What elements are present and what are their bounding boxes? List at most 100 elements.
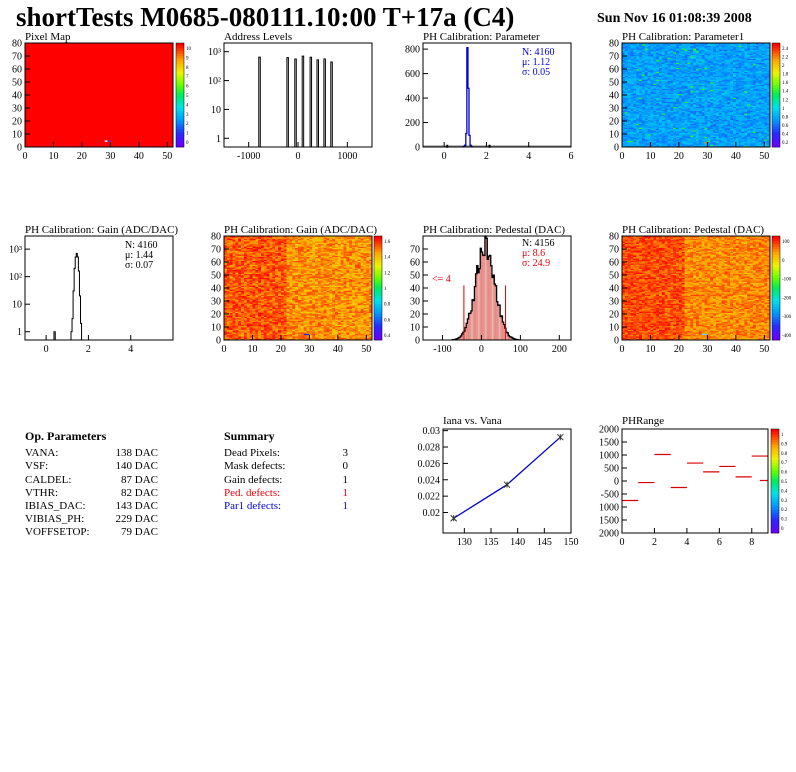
heatmap-cell [713, 131, 717, 133]
heatmap-cell [678, 113, 683, 115]
heatmap-cell [241, 329, 245, 332]
heatmap-cell [767, 83, 771, 85]
heatmap-cell [624, 111, 628, 114]
heatmap-cell [667, 59, 671, 62]
heatmap-cell [678, 106, 683, 109]
heatmap-cell [701, 92, 705, 94]
heatmap-cell [730, 44, 734, 46]
heatmap-cell [707, 84, 711, 87]
heatmap-cell [681, 108, 685, 110]
heatmap-cell [727, 118, 731, 120]
heatmap-cell [661, 134, 665, 136]
heatmap-cell [710, 106, 714, 109]
heatmap-cell [641, 78, 646, 80]
heatmap-cell [733, 89, 737, 92]
heatmap-cell [630, 121, 634, 123]
heatmap-cell [696, 118, 700, 120]
heatmap-cell [764, 72, 768, 75]
y-tick-label: 10² [9, 272, 22, 283]
heatmap-cell [764, 95, 768, 97]
heatmap-cell [630, 141, 634, 144]
heatmap-cell [224, 269, 228, 272]
heatmap-cell [676, 88, 680, 91]
heatmap-cell [733, 117, 737, 119]
heatmap-cell [229, 307, 233, 310]
heatmap-cell [627, 43, 631, 45]
heatmap-cell [721, 43, 725, 45]
heatmap-cell [647, 44, 651, 46]
heatmap-cell [229, 328, 233, 330]
heatmap-cell [238, 236, 242, 238]
heatmap-cell [750, 128, 754, 131]
heatmap-cell [715, 84, 720, 87]
heatmap-cell [733, 45, 737, 48]
heatmap-cell [676, 50, 680, 53]
heatmap-cell [670, 82, 674, 84]
heatmap-cell [226, 255, 230, 258]
heatmap-cell [630, 50, 634, 53]
heatmap-cell [687, 92, 691, 94]
heatmap-cell [238, 312, 242, 315]
heatmap-cell [744, 134, 748, 136]
heatmap-cell [687, 84, 691, 87]
heatmap-cell [752, 66, 757, 68]
heatmap-cell [664, 48, 668, 50]
heatmap-cell [724, 88, 728, 91]
heatmap-cell [633, 134, 637, 136]
heatmap-cell [752, 71, 757, 74]
heatmap-cell [224, 265, 228, 268]
chart-title: PH Calibration: Parameter1 [622, 31, 744, 43]
heatmap-cell [678, 85, 683, 88]
heatmap-cell [715, 65, 720, 67]
heatmap-cell [670, 59, 674, 62]
heatmap-cell [701, 61, 705, 63]
heatmap-cell [650, 67, 654, 70]
heatmap-cell [741, 79, 745, 81]
heatmap-cell [750, 117, 754, 119]
heatmap-cell [647, 141, 651, 144]
heatmap-cell [735, 91, 739, 93]
heatmap-cell [667, 80, 671, 83]
heatmap-cell [698, 100, 702, 102]
heatmap-cell [741, 50, 745, 53]
heatmap-cell [664, 108, 668, 110]
heatmap-cell [644, 74, 648, 76]
heatmap-cell [707, 58, 711, 61]
y-tick-label: 10³ [9, 245, 22, 256]
palette-cell [176, 141, 184, 145]
heatmap-cell [767, 84, 771, 87]
heatmap-cell [713, 141, 717, 144]
heatmap-cell [644, 121, 648, 123]
heatmap-cell [755, 128, 759, 131]
heatmap-cell [647, 72, 651, 75]
heatmap-cell [727, 74, 731, 76]
heatmap-cell [650, 102, 654, 105]
heatmap-cell [670, 50, 674, 53]
heatmap-cell [718, 53, 722, 55]
heatmap-cell [755, 49, 759, 52]
heatmap-cell [229, 277, 233, 280]
heatmap-cell [681, 53, 685, 55]
heatmap-cell [678, 105, 683, 107]
heatmap-cell [656, 75, 660, 78]
heatmap-cell [707, 109, 711, 111]
heatmap-cell [764, 117, 768, 119]
heatmap-cell [761, 71, 765, 74]
heatmap-cell [735, 134, 739, 136]
heatmap-cell [710, 136, 714, 139]
heatmap-cell [229, 334, 233, 337]
heatmap-cell [229, 278, 233, 281]
heatmap-cell [229, 238, 233, 241]
heatmap-cell [633, 135, 637, 137]
heatmap-cell [721, 134, 725, 136]
heatmap-cell [704, 117, 708, 119]
heatmap-cell [730, 67, 734, 70]
heatmap-cell [659, 63, 663, 66]
heatmap-cell [715, 130, 720, 132]
heatmap-cell [661, 93, 665, 96]
palette-cell [176, 123, 184, 127]
heatmap-cell [229, 302, 233, 304]
heatmap-cell [687, 48, 691, 50]
heatmap-cell [670, 102, 674, 105]
heatmap-cell [693, 70, 697, 72]
